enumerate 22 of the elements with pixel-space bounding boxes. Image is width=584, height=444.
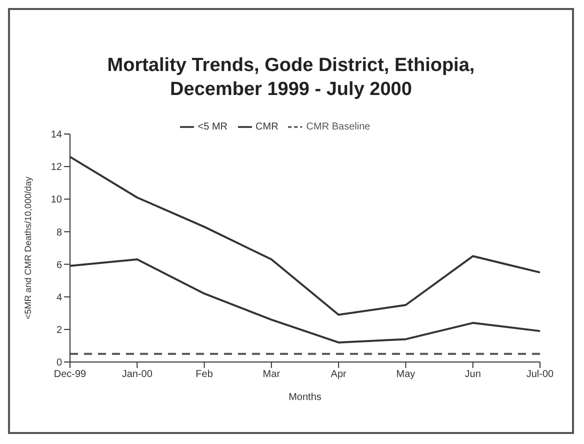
y-tick-label: 14 — [50, 130, 62, 141]
x-tick-label: Jan-00 — [122, 369, 153, 380]
y-tick-label: 2 — [56, 324, 62, 336]
x-axis-title: Months — [288, 392, 322, 403]
y-tick-label: 12 — [50, 162, 62, 174]
y-tick-label: 6 — [56, 260, 62, 271]
x-tick-label: Mar — [262, 369, 281, 380]
y-tick-label: 4 — [56, 292, 62, 304]
x-tick-label: Dec-99 — [54, 369, 87, 380]
legend-label: CMR Baseline — [306, 122, 370, 133]
y-axis-title: <5MR and CMR Deaths/10,000/day — [23, 176, 34, 320]
y-tick-label: 8 — [56, 227, 62, 238]
x-tick-label: Jun — [464, 369, 481, 380]
chart-title: Mortality Trends, Gode District, Ethiopia, December 1999 - July 2000 — [106, 54, 476, 102]
legend-label: <5 MR — [198, 122, 228, 133]
y-tick-label: 0 — [56, 358, 62, 369]
x-tick-label: Apr — [330, 369, 348, 380]
legend-label: CMR — [256, 122, 278, 133]
x-tick-label: May — [396, 369, 416, 380]
y-tick-label: 10 — [50, 194, 62, 206]
x-tick-label: Jul-00 — [526, 369, 554, 380]
x-tick-label: Feb — [196, 369, 214, 380]
